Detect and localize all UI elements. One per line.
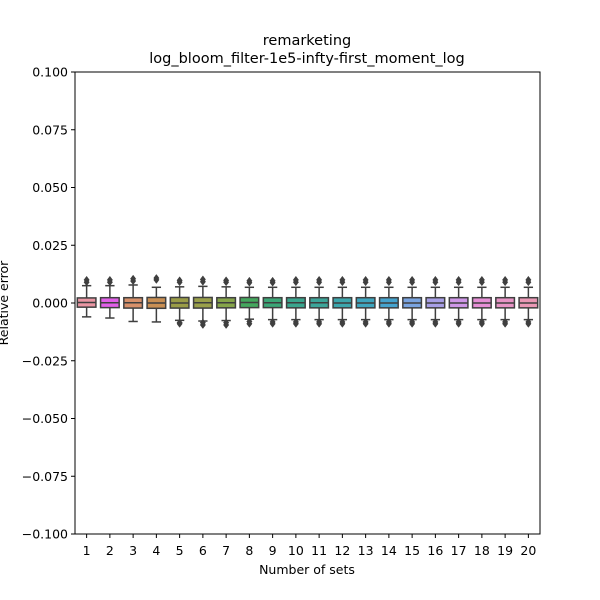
chart-title-line2: log_bloom_filter-1e5-infty-first_moment_… (149, 51, 465, 67)
x-tick-label: 4 (152, 543, 160, 558)
x-tick-label: 3 (129, 543, 137, 558)
y-tick-label: 0.025 (32, 238, 68, 253)
outlier-point (339, 319, 346, 328)
outlier-point (502, 319, 509, 328)
box-12 (332, 275, 353, 328)
y-tick-label: −0.075 (22, 469, 68, 484)
x-axis: 1 2 3 4 5 6 7 8 9 10 11 12 13 14 15 16 17 18 19 20 (83, 534, 536, 558)
x-axis-label: Number of sets (259, 562, 355, 577)
box-11 (309, 275, 330, 328)
y-tick-label: −0.050 (22, 411, 68, 426)
outlier-point (478, 275, 485, 284)
y-axis-label: Relative error (0, 260, 11, 346)
outlier-point (455, 319, 462, 328)
outlier-point (316, 275, 323, 284)
outlier-point (409, 275, 416, 284)
outlier-point (269, 319, 276, 328)
x-tick-label: 18 (474, 543, 490, 558)
x-tick-label: 13 (358, 543, 374, 558)
x-tick-label: 10 (288, 543, 304, 558)
box-20 (518, 275, 539, 328)
box-4 (146, 274, 167, 323)
x-tick-label: 5 (176, 543, 184, 558)
x-tick-label: 6 (199, 543, 207, 558)
box-10 (285, 275, 306, 328)
box-3 (123, 274, 144, 323)
outlier-point (292, 319, 299, 328)
y-tick-label: 0.100 (32, 65, 68, 80)
x-tick-label: 16 (427, 543, 443, 558)
outlier-point (246, 319, 253, 328)
outlier-point (223, 320, 230, 329)
box-1 (76, 275, 97, 318)
box-17 (448, 275, 469, 328)
y-tick-label: 0.075 (32, 122, 68, 137)
x-tick-label: 8 (245, 543, 253, 558)
x-tick-label: 2 (106, 543, 114, 558)
outlier-point (316, 319, 323, 328)
x-tick-label: 17 (451, 543, 467, 558)
outlier-point (339, 275, 346, 284)
box-15 (402, 275, 423, 328)
outlier-point (199, 275, 206, 284)
box-19 (495, 275, 516, 328)
x-tick-label: 11 (311, 543, 327, 558)
outlier-point (199, 320, 206, 329)
y-tick-label: −0.100 (22, 527, 68, 542)
outlier-point (130, 274, 137, 283)
plot-frame (74, 71, 541, 535)
outlier-point (478, 319, 485, 328)
outlier-point (455, 275, 462, 284)
box-8 (239, 276, 260, 328)
y-tick-label: 0.050 (32, 180, 68, 195)
outlier-point (269, 276, 276, 285)
box-6 (192, 275, 213, 329)
box-9 (262, 276, 283, 328)
box-14 (378, 275, 399, 328)
outlier-point (292, 275, 299, 284)
outlier-point (385, 319, 392, 328)
outlier-point (362, 319, 369, 328)
outlier-point (409, 319, 416, 328)
outlier-point (502, 275, 509, 284)
x-tick-label: 15 (404, 543, 420, 558)
chart-title-line1: remarketing (263, 33, 351, 49)
outlier-point (176, 276, 183, 285)
outlier-point (385, 275, 392, 284)
outlier-point (176, 319, 183, 328)
x-tick-label: 19 (497, 543, 513, 558)
y-axis: −0.100 −0.075 −0.050 −0.025 0.000 0.025 0.050 0… (22, 65, 75, 542)
outlier-point (432, 275, 439, 284)
box-13 (355, 275, 376, 328)
x-tick-label: 20 (520, 543, 536, 558)
box-5 (169, 276, 190, 328)
x-tick-label: 7 (222, 543, 230, 558)
x-tick-label: 12 (334, 543, 350, 558)
outlier-point (525, 319, 532, 328)
plot-area (76, 274, 539, 329)
outlier-point (223, 276, 230, 285)
outlier-point (525, 275, 532, 284)
outlier-point (362, 275, 369, 284)
box-16 (425, 275, 446, 328)
outlier-point (106, 275, 113, 284)
x-tick-label: 1 (83, 543, 91, 558)
outlier-point (153, 274, 160, 283)
box-7 (216, 276, 237, 329)
box-2 (99, 275, 120, 319)
box-18 (471, 275, 492, 328)
outlier-point (83, 275, 90, 284)
x-tick-label: 14 (381, 543, 397, 558)
y-tick-label: −0.025 (22, 353, 68, 368)
outlier-point (432, 319, 439, 328)
y-tick-label: 0.000 (32, 296, 68, 311)
outlier-point (246, 276, 253, 285)
x-tick-label: 9 (269, 543, 277, 558)
